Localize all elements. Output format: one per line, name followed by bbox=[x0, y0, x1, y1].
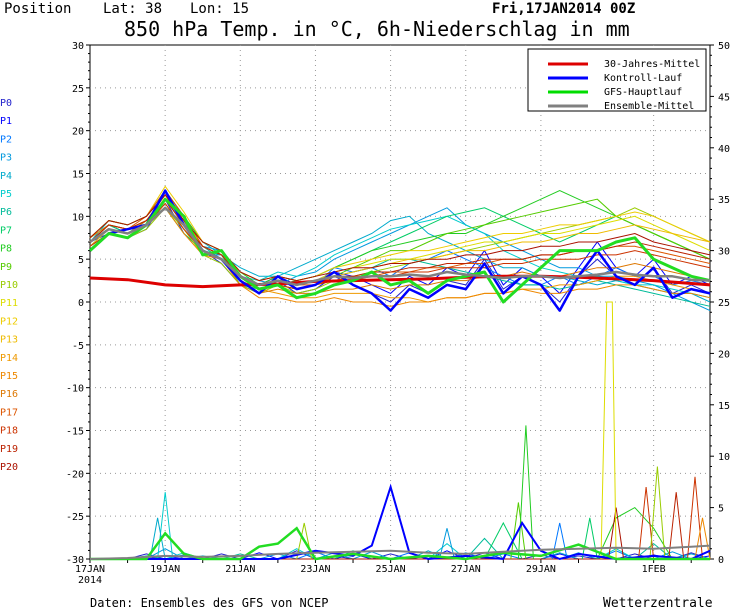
member-label: P7 bbox=[0, 225, 12, 236]
y-left-tick-label: -15 bbox=[66, 427, 84, 438]
precip-spike bbox=[649, 466, 666, 560]
precip-spike bbox=[439, 528, 455, 560]
y-left-tick-label: 20 bbox=[72, 127, 84, 138]
member-label: P13 bbox=[0, 335, 18, 346]
precip-spike bbox=[157, 492, 174, 560]
precip-spike bbox=[638, 486, 655, 560]
member-label: P2 bbox=[0, 134, 12, 145]
member-label: P16 bbox=[0, 389, 18, 400]
y-left-tick-label: -20 bbox=[66, 469, 84, 480]
footer-credit: Wetterzentrale bbox=[603, 596, 713, 609]
y-left-tick-label: 30 bbox=[72, 41, 84, 52]
y-right-tick-label: 40 bbox=[718, 144, 730, 155]
y-left-tick-label: -30 bbox=[66, 555, 84, 566]
member-label: P4 bbox=[0, 171, 12, 182]
datetime-label: Fri,17JAN2014 00Z bbox=[492, 1, 635, 17]
precip-spike bbox=[517, 425, 534, 560]
precip-spike bbox=[551, 522, 568, 560]
ensemble-temp-line bbox=[89, 202, 711, 290]
legend-label: Kontroll-Lauf bbox=[604, 73, 682, 84]
y-right-tick-label: 50 bbox=[718, 41, 730, 52]
chart-title: 850 hPa Temp. in °C, 6h-Niederschlag in … bbox=[124, 17, 630, 41]
y-right-tick-label: 25 bbox=[718, 298, 730, 309]
x-tick-label: 1FEB bbox=[642, 564, 666, 575]
x-tick-label: 23JAN bbox=[300, 564, 330, 575]
y-right-tick-label: 30 bbox=[718, 247, 730, 258]
y-left-tick-label: 0 bbox=[78, 298, 84, 309]
member-label: P9 bbox=[0, 262, 12, 273]
x-tick-label: 29JAN bbox=[526, 564, 556, 575]
precip-series bbox=[89, 483, 711, 561]
precip-spike bbox=[668, 492, 685, 560]
legend-label: Ensemble-Mittel bbox=[604, 101, 694, 112]
lat-label: Lat: 38 bbox=[103, 1, 162, 17]
member-label: P3 bbox=[0, 153, 12, 164]
x-tick-label: 21JAN bbox=[225, 564, 255, 575]
y-right-tick-label: 20 bbox=[718, 349, 730, 360]
member-label: P20 bbox=[0, 462, 18, 473]
member-label: P11 bbox=[0, 298, 18, 309]
y-left-tick-label: 15 bbox=[72, 170, 84, 181]
y-left-tick-label: 10 bbox=[72, 212, 84, 223]
main-series bbox=[88, 189, 711, 312]
member-label: P18 bbox=[0, 426, 18, 437]
member-label: P8 bbox=[0, 244, 12, 255]
y-left-tick-label: -25 bbox=[66, 512, 84, 523]
main-temp-line bbox=[88, 197, 711, 304]
y-left-tick-label: -5 bbox=[72, 341, 84, 352]
y-right-tick-label: 10 bbox=[718, 452, 730, 463]
grid-lines bbox=[90, 45, 710, 559]
x-tick-label: 25JAN bbox=[376, 564, 406, 575]
footer-source: Daten: Ensembles des GFS von NCEP bbox=[90, 596, 328, 609]
member-label: P12 bbox=[0, 316, 18, 327]
y-left-tick-label: 5 bbox=[78, 255, 84, 266]
ensemble-temp-line bbox=[89, 185, 711, 282]
x-axis: 17JAN2014 19JAN 21JAN 23JAN 25JAN 27JAN 29JAN 1… bbox=[75, 559, 692, 586]
member-label: P19 bbox=[0, 444, 18, 455]
member-label: P10 bbox=[0, 280, 18, 291]
legend: 30-Jahres-Mittel Kontroll-Lauf GFS-Hauptla… bbox=[527, 48, 707, 112]
position-label: Position bbox=[4, 1, 71, 17]
y-axis-left: 30 25 20 15 10 5 0 -5 -10 -15 -20 -25 -30 bbox=[66, 41, 90, 566]
precip-spike bbox=[149, 517, 166, 560]
member-label: P5 bbox=[0, 189, 12, 200]
main-temp-line bbox=[89, 274, 711, 289]
x-tick-label: 19JAN bbox=[150, 564, 180, 575]
y-left-tick-label: -10 bbox=[66, 384, 84, 395]
legend-label: GFS-Hauptlauf bbox=[604, 87, 682, 98]
ensemble-temp-line bbox=[89, 207, 711, 307]
y-right-tick-label: 35 bbox=[718, 195, 730, 206]
y-right-tick-label: 5 bbox=[718, 504, 724, 515]
member-label: P1 bbox=[0, 116, 12, 127]
y-right-tick-label: 0 bbox=[718, 555, 724, 566]
y-left-tick-label: 25 bbox=[72, 84, 84, 95]
member-label: P6 bbox=[0, 207, 12, 218]
legend-box bbox=[527, 48, 707, 112]
member-label: P0 bbox=[0, 98, 12, 109]
y-right-tick-label: 45 bbox=[718, 92, 730, 103]
x-tick-sublabel: 2014 bbox=[78, 575, 102, 586]
member-labels: P0 P1 P2 P3 P4 P5 P6 P7 P8 P9 P10 P11 P12 P13 P14 P15 P1… bbox=[0, 98, 18, 473]
ensemble-temp-line bbox=[89, 194, 711, 282]
lon-label: Lon: 15 bbox=[190, 1, 249, 17]
precip-line bbox=[89, 544, 711, 560]
member-label: P17 bbox=[0, 407, 18, 418]
legend-label: 30-Jahres-Mittel bbox=[604, 59, 700, 70]
precip-spike bbox=[608, 507, 625, 560]
main-temp-line bbox=[89, 206, 711, 287]
member-label: P14 bbox=[0, 353, 18, 364]
precip-spike bbox=[581, 517, 598, 560]
y-right-tick-label: 15 bbox=[718, 401, 730, 412]
member-label: P15 bbox=[0, 371, 18, 382]
x-tick-label: 27JAN bbox=[451, 564, 481, 575]
ensemble-temp-line bbox=[89, 189, 711, 286]
x-tick-label: 17JAN bbox=[75, 564, 105, 575]
